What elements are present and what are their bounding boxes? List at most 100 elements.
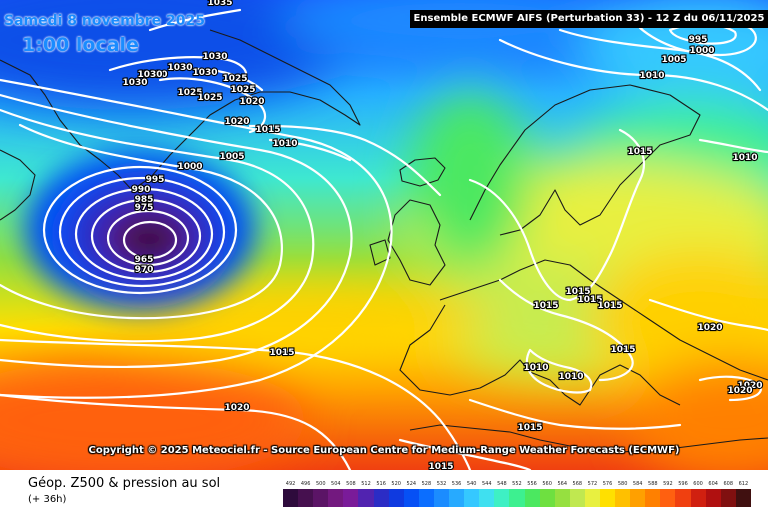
legend-value-label: 608 xyxy=(723,481,734,487)
legend-value-label: 548 xyxy=(497,481,507,487)
isobar-label: 1010 xyxy=(732,153,757,163)
isobar-label: 1015 xyxy=(565,287,590,297)
legend-value-label: 504 xyxy=(331,481,341,487)
iceland-coast xyxy=(399,157,446,187)
isobar-label: 995 xyxy=(146,175,165,185)
legend-value-label: 560 xyxy=(542,481,552,487)
legend-value-label: 492 xyxy=(285,481,296,487)
legend-swatch xyxy=(283,489,299,507)
legend-swatch xyxy=(494,489,510,507)
isobar-1000 xyxy=(0,108,315,343)
legend-swatch xyxy=(645,489,661,507)
isobar-980 xyxy=(74,187,214,281)
isobar-label: 1015 xyxy=(517,423,542,433)
legend-value-label: 588 xyxy=(648,481,658,487)
legend-swatch xyxy=(660,489,676,507)
z500-color-field xyxy=(0,0,768,470)
legend-value-label: 576 xyxy=(602,481,613,487)
isobar-1035-greenland xyxy=(148,8,242,32)
legend-swatch xyxy=(569,489,585,507)
map-parameter-title: Géop. Z500 & pression au sol xyxy=(28,476,221,491)
isobar-1015-med xyxy=(468,398,682,430)
isobar-1015-north xyxy=(248,124,442,197)
isobar-label: 1015 xyxy=(597,301,622,311)
isobar-1030-greenland xyxy=(108,56,248,82)
isobar-1010-east xyxy=(698,138,768,154)
isobar-1015-spain xyxy=(398,438,532,470)
isobar-label: 995 xyxy=(689,35,708,45)
legend-value-label: 544 xyxy=(481,481,492,487)
isobar-label: 1015 xyxy=(610,345,635,355)
legend-swatch xyxy=(328,489,344,507)
isobar-label: 1010 xyxy=(272,139,297,149)
legend-swatch xyxy=(735,489,751,507)
isobar-label: 990 xyxy=(132,185,151,195)
legend-value-label: 612 xyxy=(738,481,749,487)
isobar-label: 1020 xyxy=(697,323,722,333)
isobar-label: 985 xyxy=(135,195,154,205)
greenland-coast xyxy=(0,29,361,191)
isobar-label: 1020 xyxy=(737,381,762,391)
isobar-1010-italy xyxy=(525,348,593,394)
isobar-label: 1020 xyxy=(224,117,249,127)
isobar-label: 1005 xyxy=(661,55,686,65)
legend-value-label: 572 xyxy=(587,481,598,487)
isobar-label: 970 xyxy=(135,265,154,275)
legend-swatch xyxy=(298,489,314,507)
isobar-label: 1020 xyxy=(224,403,249,413)
isobar-label: 1025 xyxy=(230,85,255,95)
legend-swatch xyxy=(433,489,450,507)
isobar-label: 1020 xyxy=(239,97,264,107)
legend-value-labels: 492 496 500 504 508 512 516 520 524 528 532 536 540 5… xyxy=(283,479,751,489)
isobar-1010-north xyxy=(268,138,352,162)
isobar-label: 1030 xyxy=(142,70,167,80)
legend-value-label: 528 xyxy=(421,481,432,487)
legend-swatch xyxy=(630,489,646,507)
isobar-label: 1030 xyxy=(202,52,227,62)
legend-value-label: 512 xyxy=(361,481,371,487)
legend-swatch xyxy=(313,489,329,507)
isobar-965 xyxy=(122,220,178,260)
isobar-1025-greenland xyxy=(168,67,264,92)
legend-value-label: 552 xyxy=(512,481,522,487)
isobar-990 xyxy=(42,165,238,295)
legend-value-label: 540 xyxy=(466,481,477,487)
legend-value-label: 532 xyxy=(436,481,447,487)
isobar-label: 1030 xyxy=(192,68,217,78)
north-america-coast xyxy=(0,149,36,221)
copyright-notice: Copyright © 2025 Meteociel.fr - Source E… xyxy=(88,445,680,456)
isobar-1020-east xyxy=(648,298,768,332)
map-footer: Géop. Z500 & pression au sol (+ 36h) 492… xyxy=(0,470,768,512)
isobar-label: 1015 xyxy=(577,295,602,305)
legend-swatch xyxy=(539,489,555,507)
legend-value-label: 600 xyxy=(693,481,703,487)
legend-swatch xyxy=(599,489,616,507)
legend-swatch xyxy=(554,489,570,507)
isobar-970 xyxy=(106,209,190,267)
isobar-label: 1015 xyxy=(269,348,294,358)
legend-swatch xyxy=(615,489,631,507)
isobar-1010 xyxy=(0,78,393,399)
legend-swatch xyxy=(449,489,465,507)
isobar-975 xyxy=(90,198,202,274)
legend-swatch xyxy=(418,489,434,507)
isobar-1015-south xyxy=(498,278,634,382)
isobar-1010-scandinavia xyxy=(498,38,768,112)
isobar-label: 1025 xyxy=(197,93,222,103)
scandinavia-coast xyxy=(469,84,701,236)
isobar-label: 1015 xyxy=(533,301,558,311)
legend-value-label: 592 xyxy=(663,481,673,487)
isobar-1020-greenland xyxy=(158,77,266,134)
legend-swatch xyxy=(524,489,540,507)
legend-swatch xyxy=(705,489,721,507)
forecast-date: Samedi 8 novembre 2025 xyxy=(4,13,205,29)
isobar-1015-central xyxy=(468,128,645,302)
weather-map: 1035 1030 1030 1030 1030 1030 1030 1025 … xyxy=(0,0,768,470)
forecast-lead-time: (+ 36h) xyxy=(28,494,67,505)
legend-value-label: 516 xyxy=(376,481,386,487)
isobar-label: 1010 xyxy=(558,372,583,382)
legend-value-label: 604 xyxy=(708,481,718,487)
legend-value-label: 524 xyxy=(406,481,417,487)
isobar-label: 1030 xyxy=(122,78,147,88)
